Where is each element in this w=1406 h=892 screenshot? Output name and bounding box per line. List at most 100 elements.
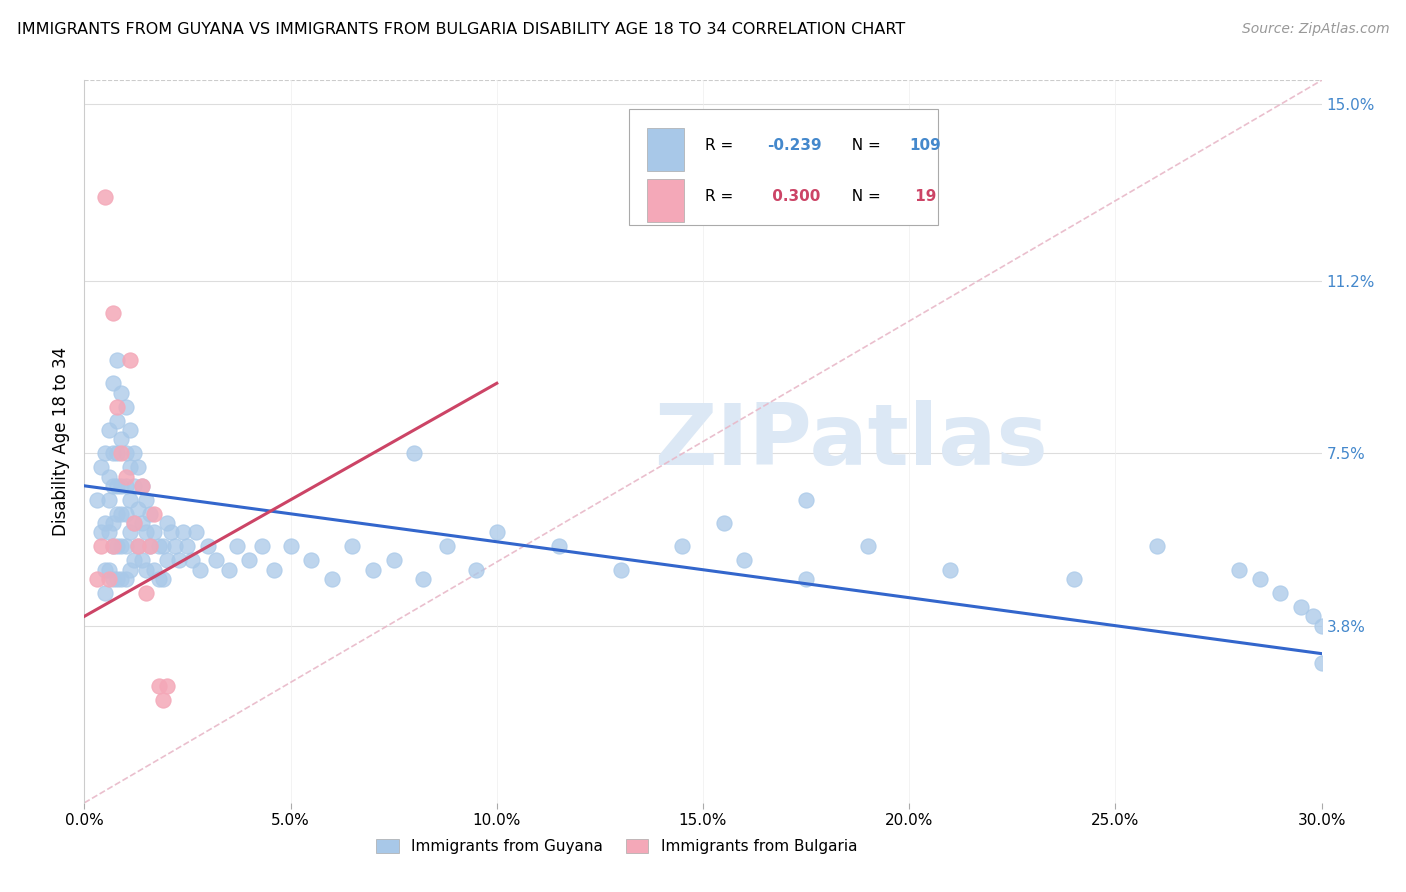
Point — [103, 540, 125, 554]
Point — [135, 525, 157, 540]
Point — [118, 492, 141, 507]
Point — [98, 469, 121, 483]
FancyBboxPatch shape — [628, 109, 938, 225]
Point — [184, 525, 207, 540]
Point — [127, 540, 149, 554]
Point — [143, 563, 166, 577]
Point — [205, 553, 228, 567]
Point — [1249, 572, 1271, 586]
Point — [733, 553, 755, 567]
Point — [110, 479, 132, 493]
Point — [148, 540, 170, 554]
Point — [547, 540, 569, 554]
Point — [135, 492, 157, 507]
Point — [114, 507, 136, 521]
Point — [122, 446, 145, 460]
Point — [90, 540, 112, 554]
Point — [114, 400, 136, 414]
Text: N =: N = — [842, 138, 886, 153]
Point — [1310, 618, 1333, 632]
Point — [86, 572, 108, 586]
Point — [382, 553, 405, 567]
Point — [114, 572, 136, 586]
Text: Source: ZipAtlas.com: Source: ZipAtlas.com — [1241, 22, 1389, 37]
Point — [94, 446, 117, 460]
Point — [105, 479, 128, 493]
Text: R =: R = — [706, 189, 738, 204]
Point — [105, 507, 128, 521]
Point — [110, 446, 132, 460]
Point — [114, 540, 136, 554]
Point — [143, 525, 166, 540]
Point — [152, 693, 174, 707]
FancyBboxPatch shape — [647, 128, 685, 171]
Point — [321, 572, 343, 586]
Y-axis label: Disability Age 18 to 34: Disability Age 18 to 34 — [52, 347, 70, 536]
Point — [110, 540, 132, 554]
Point — [156, 553, 179, 567]
Legend: Immigrants from Guyana, Immigrants from Bulgaria: Immigrants from Guyana, Immigrants from … — [370, 833, 863, 860]
FancyBboxPatch shape — [647, 178, 685, 222]
Point — [794, 492, 817, 507]
Text: ZIPatlas: ZIPatlas — [655, 400, 1049, 483]
Point — [148, 572, 170, 586]
Point — [361, 563, 384, 577]
Point — [105, 413, 128, 427]
Point — [1310, 656, 1333, 670]
Point — [103, 516, 125, 530]
Point — [609, 563, 631, 577]
Point — [342, 540, 364, 554]
Text: IMMIGRANTS FROM GUYANA VS IMMIGRANTS FROM BULGARIA DISABILITY AGE 18 TO 34 CORRE: IMMIGRANTS FROM GUYANA VS IMMIGRANTS FRO… — [17, 22, 905, 37]
Point — [131, 479, 153, 493]
Point — [167, 553, 190, 567]
Point — [118, 353, 141, 368]
Point — [280, 540, 302, 554]
Point — [176, 540, 198, 554]
Point — [165, 540, 187, 554]
Point — [127, 540, 149, 554]
Point — [188, 563, 211, 577]
Point — [156, 516, 179, 530]
Point — [103, 376, 125, 391]
Point — [103, 572, 125, 586]
Point — [794, 572, 817, 586]
Point — [127, 460, 149, 475]
Point — [94, 190, 117, 204]
Point — [1289, 600, 1312, 615]
Point — [135, 586, 157, 600]
Point — [148, 679, 170, 693]
Point — [122, 516, 145, 530]
Point — [152, 540, 174, 554]
Point — [105, 353, 128, 368]
Point — [135, 563, 157, 577]
Point — [110, 385, 132, 400]
Point — [263, 563, 285, 577]
Point — [110, 572, 132, 586]
Text: -0.239: -0.239 — [768, 138, 823, 153]
Point — [90, 525, 112, 540]
Point — [139, 540, 162, 554]
Point — [114, 479, 136, 493]
Point — [105, 572, 128, 586]
Point — [98, 492, 121, 507]
Point — [131, 479, 153, 493]
Text: R =: R = — [706, 138, 738, 153]
Point — [226, 540, 249, 554]
Point — [98, 525, 121, 540]
Point — [412, 572, 434, 586]
Point — [1302, 609, 1324, 624]
Point — [160, 525, 183, 540]
Point — [103, 479, 125, 493]
Point — [238, 553, 260, 567]
Point — [218, 563, 240, 577]
Point — [465, 563, 488, 577]
Point — [152, 572, 174, 586]
Point — [118, 563, 141, 577]
Point — [939, 563, 962, 577]
Point — [1270, 586, 1292, 600]
Point — [103, 540, 125, 554]
Text: N =: N = — [842, 189, 886, 204]
Point — [131, 553, 153, 567]
Point — [713, 516, 735, 530]
Point — [105, 540, 128, 554]
